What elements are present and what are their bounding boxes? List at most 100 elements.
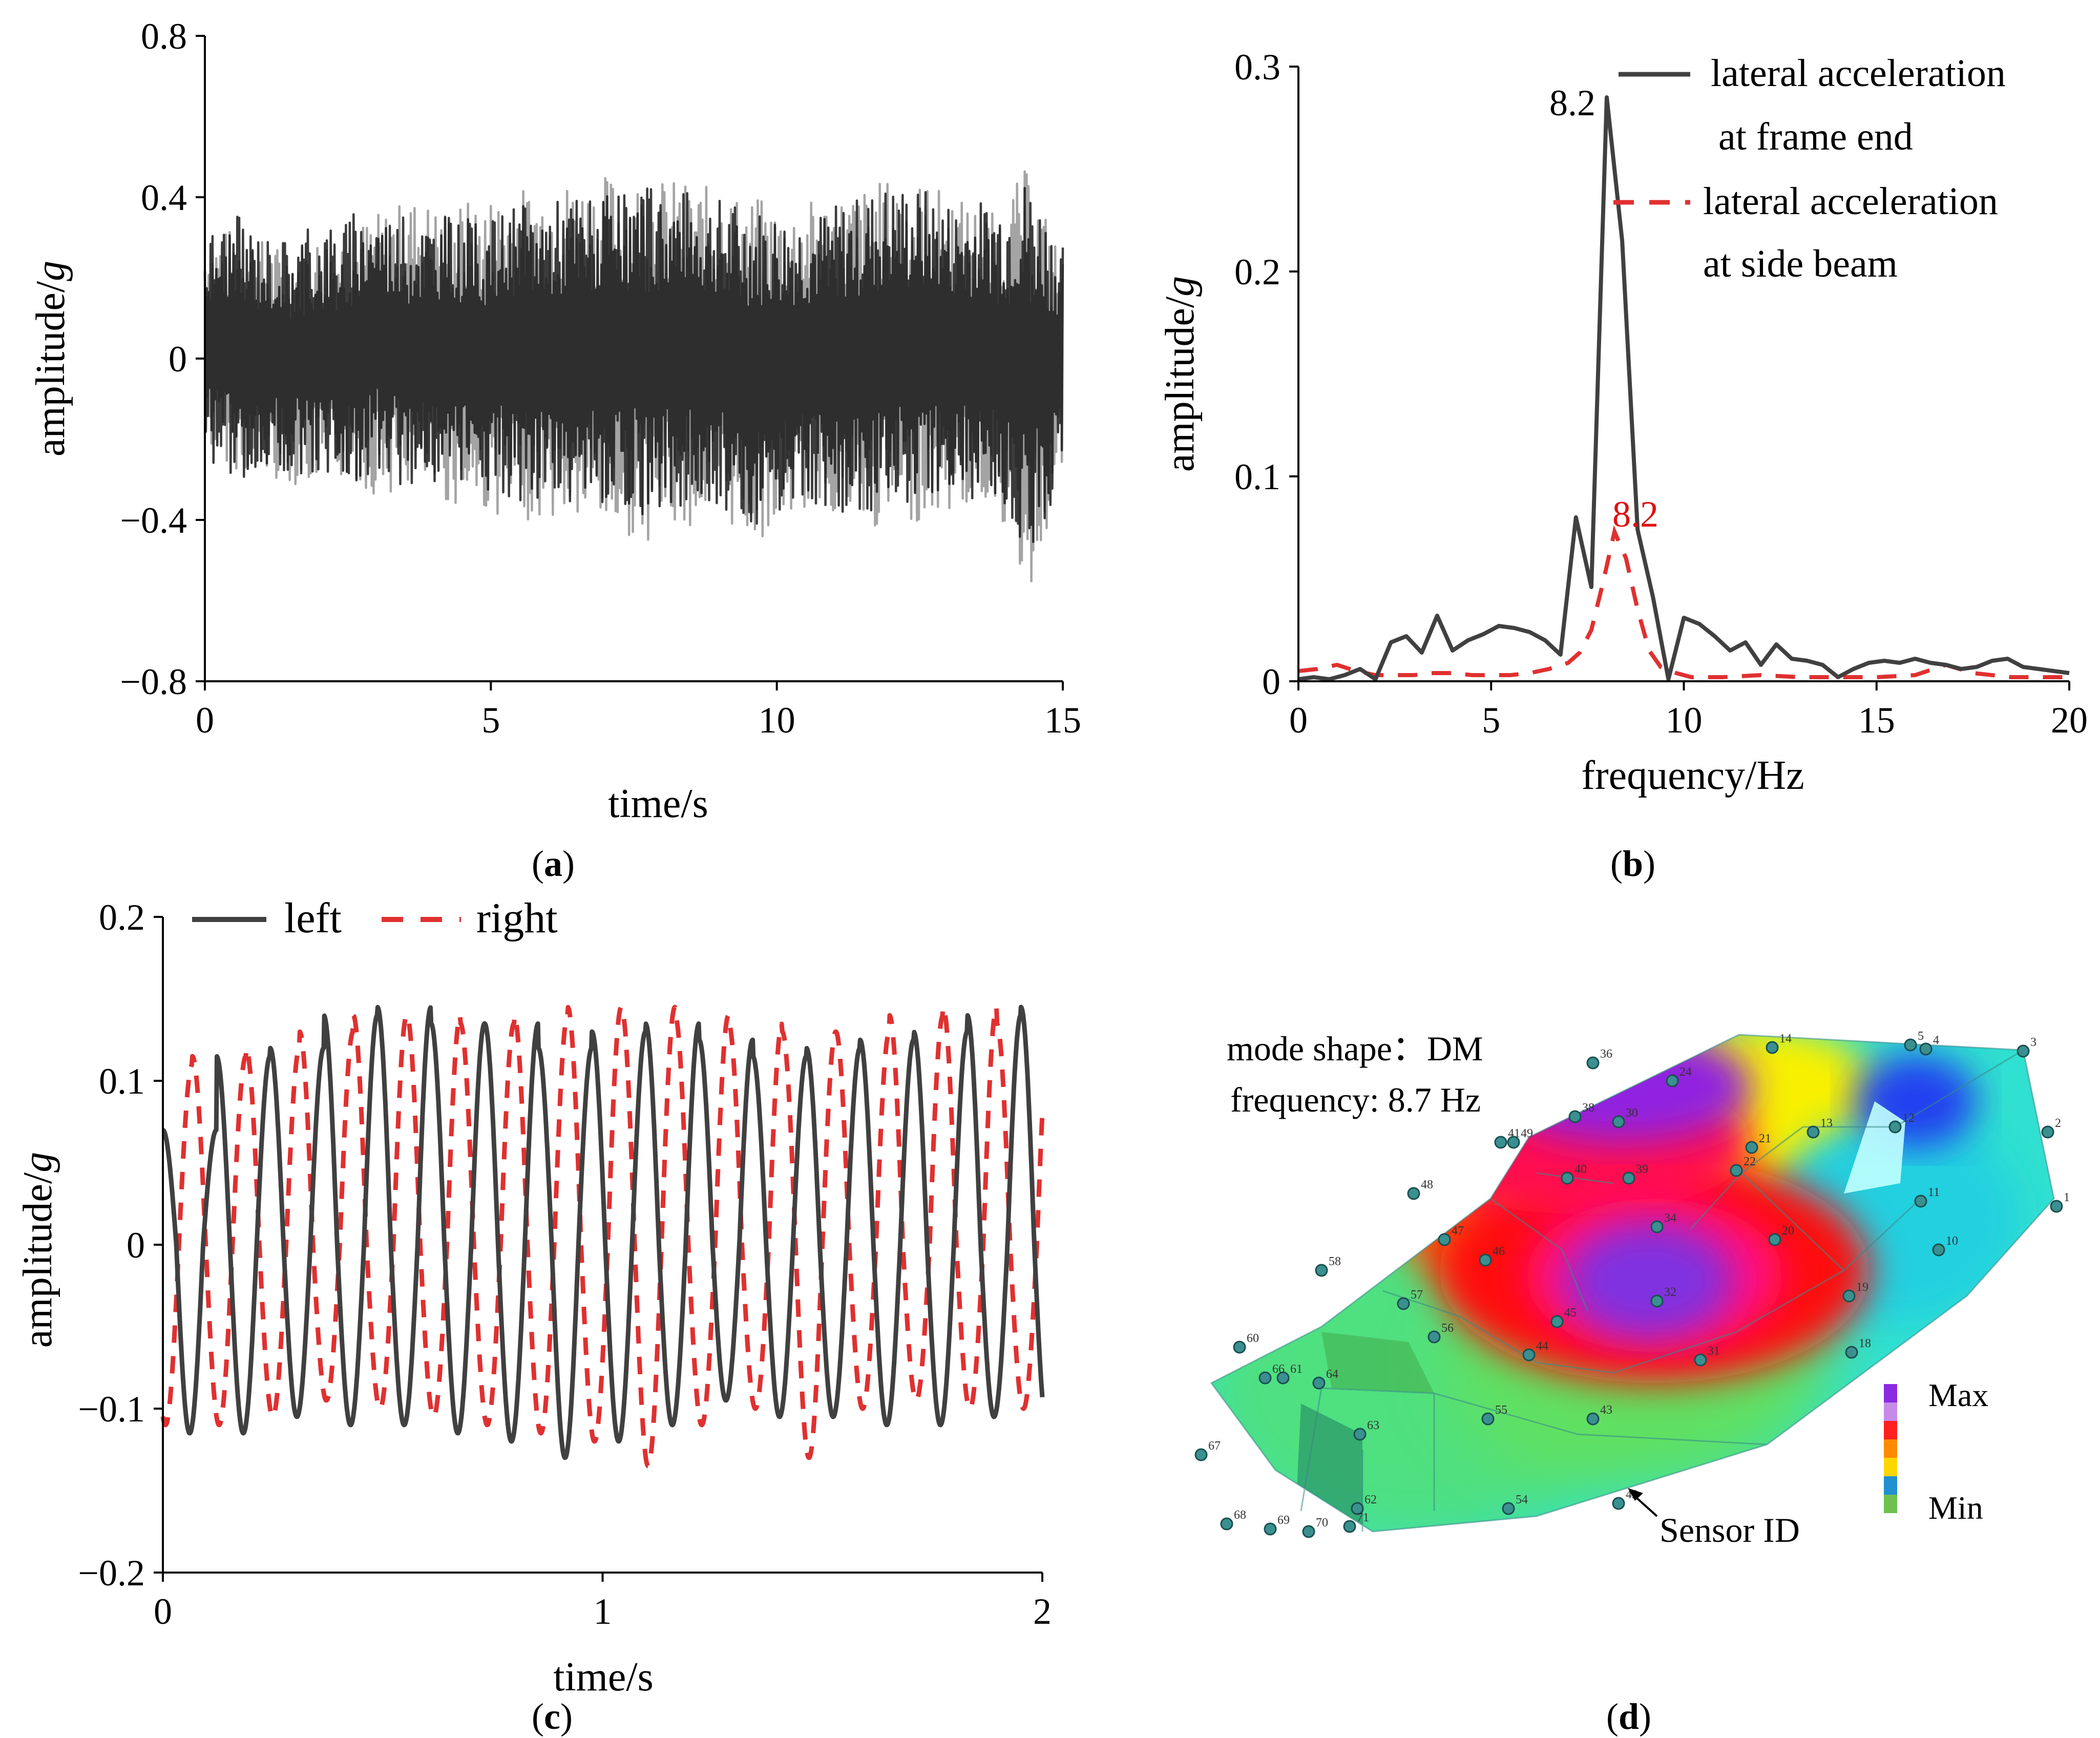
- sensor-id-label: 69: [1277, 1514, 1290, 1527]
- sensor-id-label: 1: [2064, 1191, 2070, 1204]
- sensor-dot: [1302, 1525, 1315, 1538]
- sensor-marker: 44: [1522, 1339, 1548, 1362]
- sensor-marker: 18: [1845, 1337, 1871, 1359]
- sensor-id-label: 44: [1536, 1339, 1548, 1353]
- sensor-marker: 3: [2017, 1036, 2036, 1058]
- sensor-dot: [1522, 1348, 1536, 1362]
- sensor-dot: [1479, 1253, 1492, 1267]
- sensor-dot: [1730, 1164, 1743, 1177]
- panel-b-tag: (b): [1610, 843, 1655, 884]
- sensor-id-label: 5: [1918, 1030, 1924, 1043]
- sensor-dot: [1845, 1346, 1858, 1359]
- sensor-marker: 60: [1233, 1332, 1259, 1354]
- colorbar-max-label: Max: [1928, 1377, 1988, 1413]
- callout-arrowhead: [1628, 1488, 1643, 1501]
- sensor-dot: [1807, 1125, 1820, 1139]
- sensor-id-label: 40: [1574, 1163, 1587, 1176]
- sensor-marker: 10: [1932, 1234, 1958, 1257]
- sensor-id-label: 38: [1582, 1101, 1594, 1115]
- panel-b-xtick-label: 15: [1858, 700, 1895, 741]
- sensor-marker: 34: [1650, 1211, 1676, 1233]
- sensor-id-label: 46: [1493, 1245, 1505, 1258]
- sensor-dot: [1622, 1171, 1635, 1185]
- sensor-id-label: 55: [1495, 1404, 1507, 1417]
- sensor-dot: [1550, 1315, 1564, 1328]
- panel-c-line-left: [161, 1004, 1045, 1460]
- callout-label: Sensor ID: [1660, 1511, 1800, 1549]
- sensor-dot: [1650, 1220, 1664, 1233]
- panel-c-series-group: [160, 1004, 1045, 1469]
- sensor-id-label: 67: [1208, 1439, 1221, 1453]
- colorbar-swatch-5: [1884, 1458, 1897, 1476]
- panel-c-ticks: 0 1 2 −0.2 −0.1 0 0.1 0.2: [78, 897, 1052, 1632]
- sensor-marker: 1: [2050, 1191, 2070, 1213]
- panel-a-ytick-label: 0: [169, 339, 187, 380]
- sensor-marker: 71: [1343, 1511, 1369, 1533]
- sensor-dot: [1343, 1520, 1356, 1533]
- panel-a: 0 5 10 15 −0.8 −0.4 0 0.4 0.8 time/s amplitude/g…: [28, 16, 1081, 884]
- colorbar-swatch-6: [1884, 1476, 1897, 1495]
- sensor-dot: [1932, 1243, 1945, 1257]
- panel-b-legend: lateral acceleration at frame end latera…: [1613, 52, 2006, 285]
- sensor-id-label: 47: [1452, 1224, 1464, 1238]
- panel-a-xtick-label: 0: [196, 700, 214, 741]
- sensor-id-label: 22: [1744, 1155, 1756, 1168]
- sensor-marker: 39: [1622, 1163, 1648, 1185]
- sensor-id-label: 61: [1290, 1363, 1303, 1376]
- sensor-dot: [1650, 1294, 1664, 1308]
- sensor-marker: 48: [1407, 1178, 1433, 1200]
- panel-b-ytick-label: 0.1: [1234, 456, 1280, 497]
- colorbar-swatch-7: [1884, 1495, 1897, 1513]
- sensor-id-label: 70: [1316, 1516, 1328, 1530]
- sensor-marker: 36: [1586, 1048, 1612, 1070]
- sensor-dot: [1481, 1412, 1495, 1426]
- sensor-marker: 55: [1481, 1404, 1507, 1426]
- sensor-id-label: 24: [1679, 1065, 1692, 1079]
- panel-b-line-side-beam: [1298, 525, 2069, 679]
- sensor-marker: 61: [1276, 1363, 1303, 1385]
- sensor-marker: 67: [1194, 1439, 1221, 1461]
- sensor-marker: 13: [1807, 1117, 1833, 1139]
- panel-c-ytick-label: 0.1: [99, 1061, 145, 1102]
- sensor-dot: [1766, 1041, 1779, 1054]
- sensor-id-label: 54: [1516, 1493, 1528, 1506]
- sensor-id-label: 71: [1357, 1511, 1369, 1524]
- sensor-marker: 45: [1550, 1306, 1577, 1328]
- sensor-dot: [1276, 1371, 1290, 1385]
- sensor-marker: 12: [1888, 1112, 1915, 1134]
- sensor-dot: [1427, 1330, 1441, 1344]
- sensor-dot: [1312, 1376, 1326, 1390]
- sensor-dot: [1568, 1110, 1582, 1123]
- sensor-marker: 5: [1904, 1030, 1924, 1052]
- sensor-id-label: 4: [1933, 1034, 1939, 1047]
- mode-shape-title: mode shape：DM: [1227, 1029, 1483, 1068]
- panel-a-tag: (a): [532, 843, 575, 884]
- sensor-id-label: 21: [1759, 1132, 1771, 1145]
- sensor-dot: [1194, 1448, 1208, 1461]
- panel-b: 0 5 10 15 20 0 0.1 0.2 0.3 frequency/Hz amplitud…: [1158, 47, 2088, 884]
- panel-a-xtick-label: 15: [1044, 700, 1081, 741]
- sensor-dot: [1561, 1171, 1574, 1185]
- sensor-marker: 58: [1315, 1255, 1341, 1277]
- sensor-dot: [1315, 1264, 1328, 1277]
- sensor-id-label: 57: [1411, 1288, 1423, 1302]
- sensor-id-label: 3: [2030, 1036, 2036, 1049]
- panel-b-xtick-label: 20: [2051, 700, 2088, 741]
- sensor-marker: 49: [1507, 1127, 1533, 1149]
- sensor-id-label: 48: [1421, 1178, 1433, 1191]
- sensor-id-label: 12: [1902, 1112, 1915, 1125]
- panel-c-y-label: amplitude/g: [15, 1152, 60, 1348]
- sensor-dot: [1904, 1038, 1917, 1052]
- sensor-dot: [1666, 1074, 1679, 1087]
- sensor-dot: [1612, 1115, 1625, 1128]
- panel-a-ticks: 0 5 10 15 −0.8 −0.4 0 0.4 0.8: [120, 16, 1081, 741]
- panel-a-xtick-label: 5: [481, 700, 500, 741]
- legend-label-left: left: [284, 894, 342, 942]
- colorbar-swatch-2: [1884, 1402, 1897, 1421]
- sensor-id-label: 60: [1247, 1332, 1259, 1345]
- colorbar-swatch-4: [1884, 1439, 1897, 1458]
- panel-a-y-label: amplitude/g: [28, 261, 73, 456]
- panel-b-xtick-label: 0: [1289, 700, 1308, 741]
- panel-b-x-label: frequency/Hz: [1581, 753, 1804, 798]
